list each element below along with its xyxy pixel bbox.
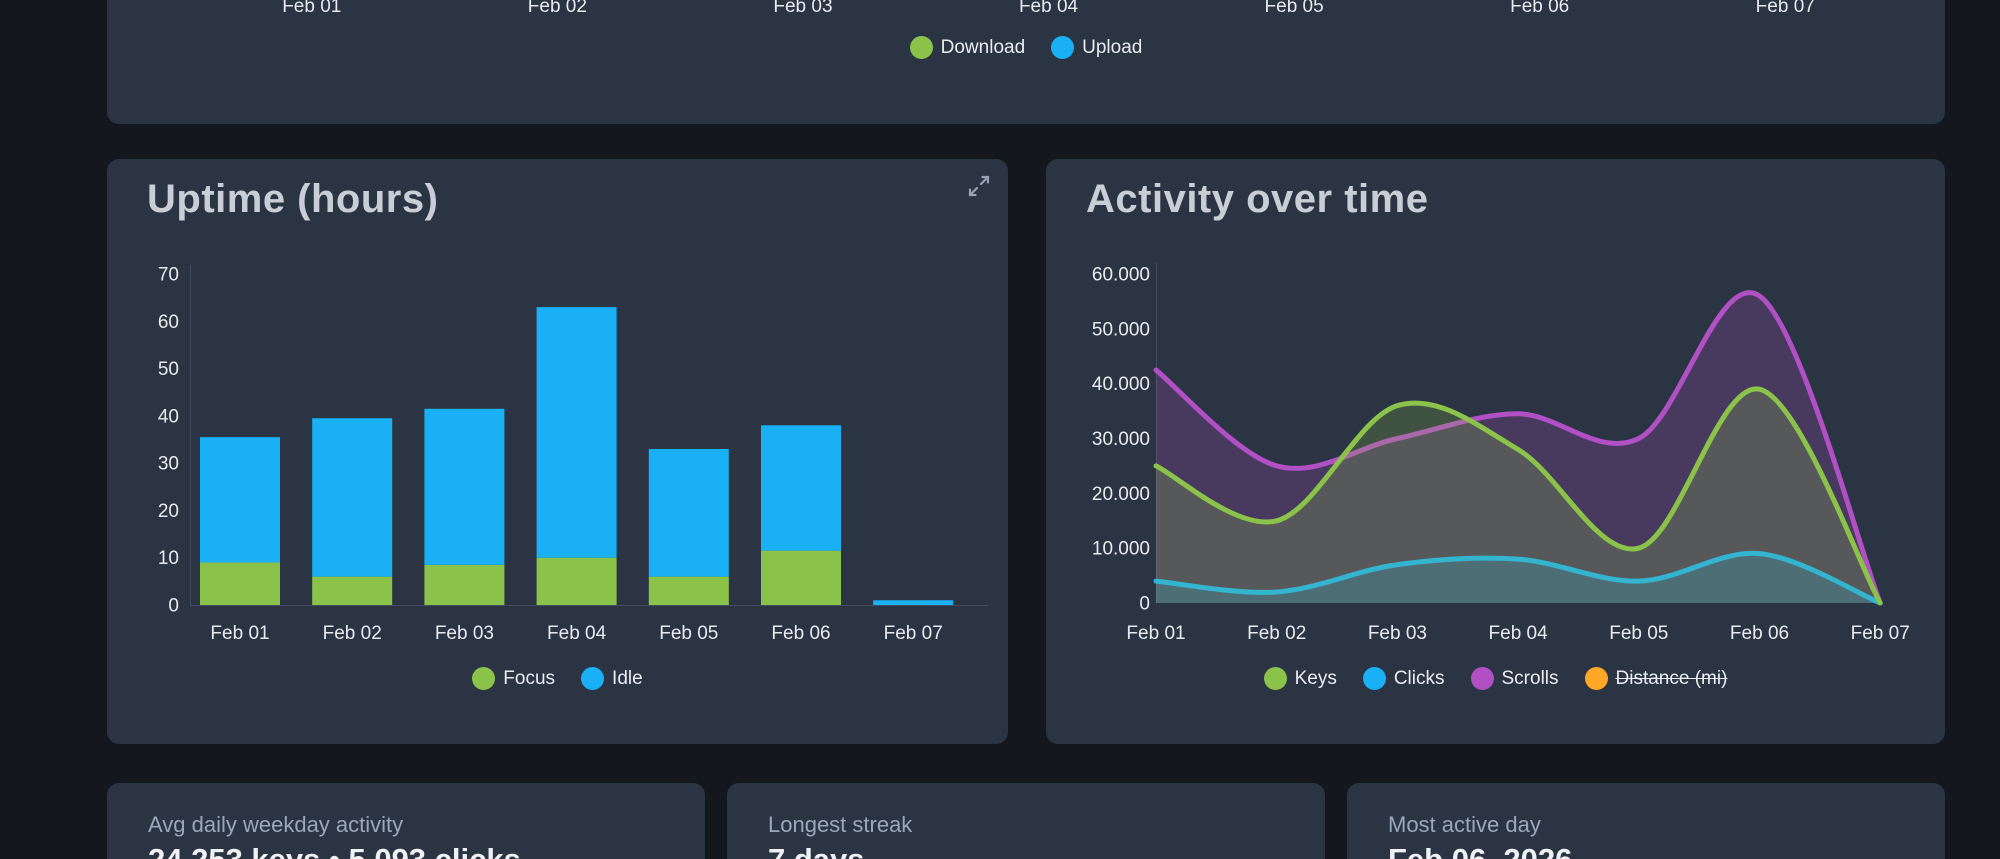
legend-label: Upload (1082, 36, 1143, 58)
svg-text:Feb 02: Feb 02 (323, 623, 382, 644)
svg-text:40.000: 40.000 (1092, 374, 1150, 395)
x-axis-label: Feb 02 (527, 0, 587, 17)
legend-item-upload[interactable]: Upload (1051, 36, 1142, 59)
svg-text:Feb 07: Feb 07 (1851, 623, 1910, 644)
legend-item-idle[interactable]: Idle (581, 667, 643, 690)
svg-text:Feb 06: Feb 06 (771, 623, 830, 644)
line-clicks (1153, 550, 1883, 606)
network-chart-legend: Download Upload (107, 36, 1945, 59)
bar-segment-focus (424, 564, 505, 605)
legend-item-clicks[interactable]: Clicks (1362, 667, 1445, 690)
svg-text:70: 70 (158, 265, 179, 286)
line-keys (1153, 386, 1883, 606)
legend-dot-icon (1051, 36, 1075, 59)
svg-text:10: 10 (158, 548, 179, 569)
svg-text:50.000: 50.000 (1092, 319, 1150, 340)
svg-text:60.000: 60.000 (1092, 265, 1150, 286)
stat-label: Most active day (1388, 812, 1541, 837)
legend-item-scrolls[interactable]: Scrolls (1470, 667, 1559, 690)
svg-text:Feb 06: Feb 06 (1730, 623, 1789, 644)
svg-text:0: 0 (1139, 594, 1150, 615)
svg-text:50: 50 (158, 359, 179, 380)
line-scrolls (1153, 290, 1883, 606)
x-axis-label: Feb 04 (1018, 0, 1079, 17)
bar-segment-idle (536, 307, 617, 558)
stat-value: Feb 06, 2026 (1388, 842, 1572, 859)
stat-value: 7 days (768, 842, 865, 859)
stat-card-avg-activity: Avg daily weekday activity 24,253 keys •… (107, 783, 705, 859)
bar-segment-idle (200, 437, 280, 563)
uptime-chart-title: Uptime (hours) (147, 177, 439, 221)
uptime-chart-legend: Focus Idle (107, 667, 1008, 690)
legend-label: Scrolls (1501, 667, 1559, 689)
legend-label: Download (940, 36, 1026, 58)
legend-dot-icon (909, 36, 933, 59)
svg-text:0: 0 (168, 596, 179, 617)
legend-label: Distance (mi) (1615, 667, 1728, 689)
svg-text:20.000: 20.000 (1092, 484, 1150, 505)
activity-chart-card: Activity over time 0 10.000 20.000 30.000 40… (1046, 159, 1945, 744)
svg-text:10.000: 10.000 (1092, 539, 1150, 560)
x-axis-label: Feb 06 (1510, 0, 1570, 17)
svg-text:Feb 04: Feb 04 (547, 623, 607, 644)
bar-segment-focus (200, 562, 280, 605)
legend-dot-icon (1584, 667, 1608, 690)
legend-label: Clicks (1393, 667, 1445, 689)
activity-chart-legend: Keys Clicks Scrolls Distance (mi) (1046, 667, 1945, 690)
bar-segment-idle (424, 408, 505, 565)
svg-text:Feb 01: Feb 01 (1126, 623, 1185, 644)
bar-segment-focus (761, 550, 841, 605)
legend-dot-icon (581, 667, 605, 690)
svg-text:Feb 03: Feb 03 (435, 623, 494, 644)
svg-text:Feb 03: Feb 03 (1368, 623, 1427, 644)
svg-text:20: 20 (158, 501, 179, 522)
stat-label: Avg daily weekday activity (148, 812, 404, 837)
bar-segment-focus (648, 576, 729, 605)
network-chart-card: Feb 01 Feb 02 Feb 03 Feb 04 Feb 05 Feb 06 Feb … (107, 0, 1945, 124)
legend-dot-icon (1362, 667, 1386, 690)
legend-item-distance-mi-[interactable]: Distance (mi) (1584, 667, 1728, 690)
svg-text:30: 30 (158, 454, 179, 475)
x-axis-label: Feb 05 (1264, 0, 1324, 17)
legend-label: Focus (503, 667, 556, 689)
bar-segment-idle (312, 418, 393, 577)
bar-segment-focus (312, 576, 393, 605)
uptime-chart-card: Uptime (hours) 0 10 20 30 40 50 60 70 Feb 01 Feb … (107, 159, 1008, 744)
legend-dot-icon (1263, 667, 1287, 690)
stat-label: Longest streak (768, 812, 913, 837)
x-axis-label: Feb 07 (1755, 0, 1815, 17)
bar-segment-idle (761, 425, 841, 551)
activity-chart-title: Activity over time (1086, 177, 1429, 221)
area-fill-keys (1156, 388, 1881, 603)
bar-segment-focus (536, 557, 617, 605)
svg-text:Feb 02: Feb 02 (1247, 623, 1306, 644)
expand-icon[interactable] (966, 173, 992, 199)
svg-text:40: 40 (158, 406, 179, 427)
legend-dot-icon (1470, 667, 1494, 690)
x-axis-label: Feb 03 (773, 0, 833, 17)
activity-line-area-chart[interactable]: 0 10.000 20.000 30.000 40.000 50.000 60.000 Feb… (1046, 159, 1945, 744)
uptime-stacked-bar-chart[interactable]: 0 10 20 30 40 50 60 70 Feb 01 Feb 02 Feb 03 Feb 04 F… (107, 159, 1008, 744)
legend-label: Idle (612, 667, 643, 689)
network-chart-x-axis: Feb 01 Feb 02 Feb 03 Feb 04 Feb 05 Feb 06 Feb … (189, 0, 1908, 18)
legend-dot-icon (472, 667, 496, 690)
stat-card-most-active-day: Most active day Feb 06, 2026 (1347, 783, 1945, 859)
svg-text:Feb 01: Feb 01 (210, 623, 269, 644)
svg-text:30.000: 30.000 (1092, 429, 1150, 450)
svg-text:Feb 05: Feb 05 (659, 623, 718, 644)
svg-text:60: 60 (158, 312, 179, 333)
svg-text:Feb 07: Feb 07 (884, 623, 943, 644)
bar-segment-idle (873, 600, 954, 605)
svg-text:Feb 05: Feb 05 (1609, 623, 1668, 644)
svg-text:Feb 04: Feb 04 (1489, 623, 1549, 644)
x-axis-label: Feb 01 (282, 0, 342, 17)
legend-item-download[interactable]: Download (909, 36, 1026, 59)
stat-card-longest-streak: Longest streak 7 days (727, 783, 1325, 859)
bar-segment-idle (648, 448, 729, 577)
legend-item-keys[interactable]: Keys (1263, 667, 1337, 690)
legend-label: Keys (1294, 667, 1337, 689)
stat-value: 24,253 keys • 5,093 clicks (148, 842, 521, 859)
legend-item-focus[interactable]: Focus (472, 667, 555, 690)
